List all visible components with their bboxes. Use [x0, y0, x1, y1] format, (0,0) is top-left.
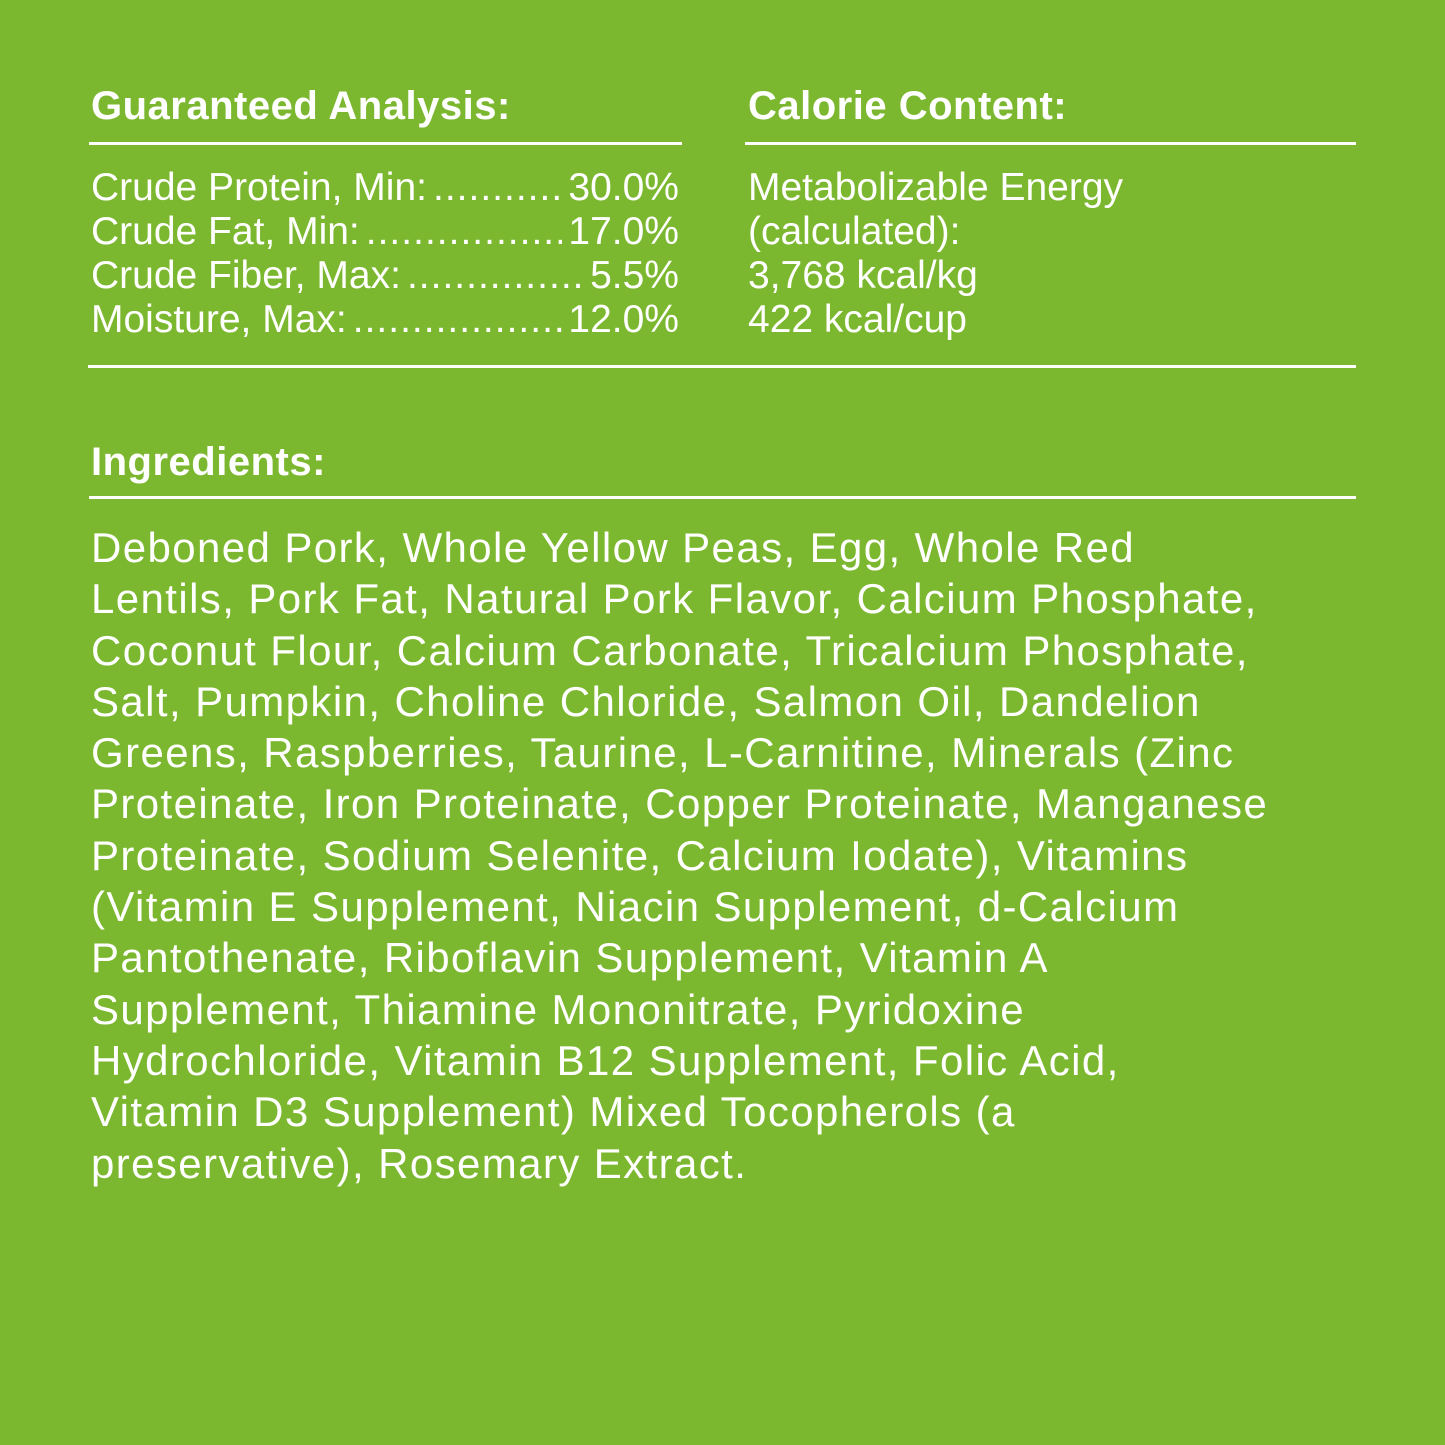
row-value: 12.0% — [568, 298, 679, 341]
row-value: 17.0% — [568, 210, 679, 253]
analysis-row: Crude Protein, Min: 30.0% — [91, 166, 679, 210]
ingredients-list: Deboned Pork, Whole Yellow Peas, Egg, Wh… — [91, 522, 1268, 1189]
ingredients-line: Proteinate, Iron Proteinate, Copper Prot… — [91, 780, 1269, 828]
leader-dots — [433, 166, 562, 210]
ingredients-line: Coconut Flour, Calcium Carbonate, Trical… — [91, 626, 1249, 674]
calorie-line: (calculated): — [748, 210, 961, 253]
row-label: Crude Protein, Min: — [91, 166, 427, 209]
calorie-content: Metabolizable Energy (calculated): 3,768… — [748, 166, 1123, 342]
leader-dots — [366, 210, 563, 254]
ingredients-line: Deboned Pork, Whole Yellow Peas, Egg, Wh… — [91, 524, 1136, 571]
divider — [745, 142, 1356, 145]
calorie-line: Metabolizable Energy — [748, 166, 1124, 209]
ingredients-heading: Ingredients: — [91, 440, 326, 484]
analysis-row: Moisture, Max: 12.0% — [91, 298, 679, 342]
ingredients-line: Greens, Raspberries, Taurine, L-Carnitin… — [91, 729, 1235, 777]
row-label: Moisture, Max: — [91, 298, 347, 341]
leader-dots — [353, 298, 563, 342]
ingredients-line: (Vitamin E Supplement, Niacin Supplement… — [91, 883, 1180, 931]
ingredients-line: Salt, Pumpkin, Choline Chloride, Salmon … — [91, 677, 1201, 725]
calorie-kcal-cup: 422 kcal/cup — [748, 298, 967, 341]
ingredients-line: Proteinate, Sodium Selenite, Calcium Iod… — [91, 831, 1189, 879]
ingredients-line: Lentils, Pork Fat, Natural Pork Flavor, … — [91, 575, 1258, 623]
ingredients-line: Hydrochloride, Vitamin B12 Supplement, F… — [91, 1036, 1120, 1084]
divider — [88, 365, 1356, 368]
divider — [89, 496, 1356, 499]
analysis-row: Crude Fat, Min: 17.0% — [91, 210, 679, 254]
row-label: Crude Fat, Min: — [91, 210, 360, 253]
guaranteed-analysis-heading: Guaranteed Analysis: — [91, 84, 511, 128]
analysis-row: Crude Fiber, Max: 5.5% — [91, 254, 679, 298]
divider — [89, 142, 682, 145]
ingredients-line: Supplement, Thiamine Mononitrate, Pyrido… — [91, 985, 1025, 1033]
ingredients-line: Pantothenate, Riboflavin Supplement, Vit… — [91, 934, 1049, 982]
calorie-kcal-kg: 3,768 kcal/kg — [748, 254, 978, 297]
row-label: Crude Fiber, Max: — [91, 254, 401, 297]
analysis-table: Crude Protein, Min: 30.0% Crude Fat, Min:… — [91, 166, 679, 342]
ingredients-line: Vitamin D3 Supplement) Mixed Tocopherols… — [91, 1088, 1016, 1136]
leader-dots — [407, 254, 584, 298]
calorie-content-heading: Calorie Content: — [748, 84, 1068, 128]
ingredients-line: preservative), Rosemary Extract. — [91, 1139, 748, 1187]
row-value: 30.0% — [568, 166, 679, 209]
row-value: 5.5% — [590, 254, 679, 297]
